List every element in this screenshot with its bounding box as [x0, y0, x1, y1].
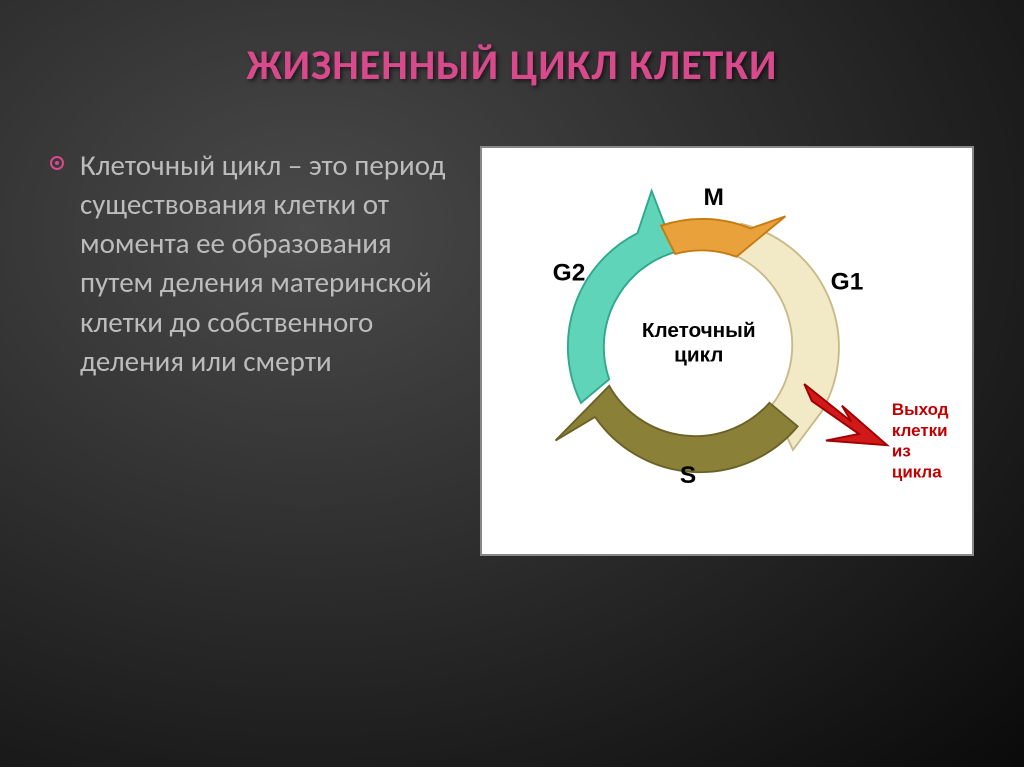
center-label-1: Клеточный: [642, 319, 756, 342]
content-row: Клеточный цикл – это период существовани…: [50, 146, 974, 556]
body-text-content: Клеточный цикл – это период существовани…: [80, 147, 445, 379]
label-g2: G2: [553, 259, 586, 286]
cycle-svg: M G1 S G2 Клеточный цикл Выход клетки из…: [482, 148, 972, 554]
label-s: S: [680, 462, 696, 489]
phase-s-arc: [556, 386, 798, 472]
body-text: Клеточный цикл – это период существовани…: [50, 146, 450, 381]
exit-label-4: цикла: [892, 462, 942, 481]
exit-label-3: из: [892, 442, 911, 461]
bullet-icon: [50, 156, 64, 170]
label-m: M: [703, 184, 723, 211]
slide-title: ЖИЗНЕННЫЙ ЦИКЛ КЛЕТКИ: [50, 40, 974, 91]
label-g1: G1: [831, 269, 864, 296]
cell-cycle-diagram: M G1 S G2 Клеточный цикл Выход клетки из…: [480, 146, 974, 556]
phase-g2-arc: [568, 191, 675, 403]
center-label-2: цикл: [674, 343, 723, 366]
exit-label-1: Выход: [892, 400, 949, 419]
exit-label-2: клетки: [892, 421, 948, 440]
